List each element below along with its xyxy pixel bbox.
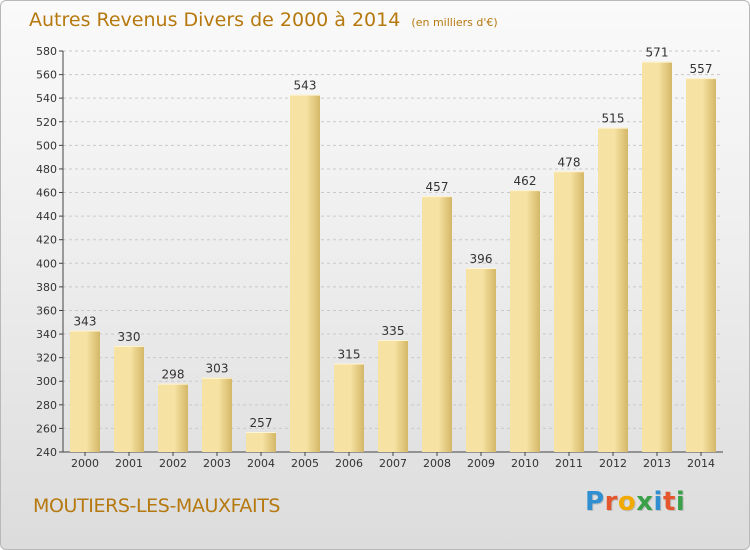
y-tick-label: 520	[36, 116, 57, 129]
data-label: 457	[426, 180, 449, 194]
x-tick-label: 2003	[203, 457, 231, 470]
data-label: 315	[338, 348, 361, 362]
y-tick-label: 540	[36, 92, 57, 105]
y-tick-label: 380	[36, 281, 57, 294]
bar	[510, 190, 540, 452]
bar	[158, 383, 188, 452]
y-tick-label: 360	[36, 304, 57, 317]
data-label: 343	[74, 315, 97, 329]
bar	[466, 268, 496, 452]
x-tick-label: 2009	[467, 457, 495, 470]
data-label: 303	[206, 362, 229, 376]
chart-title: Autres Revenus Divers de 2000 à 2014	[29, 9, 401, 31]
bar	[378, 339, 408, 452]
data-label: 335	[382, 324, 405, 338]
y-tick-label: 580	[36, 45, 57, 58]
x-tick-label: 2000	[71, 457, 99, 470]
x-tick-label: 2005	[291, 457, 319, 470]
y-tick-label: 420	[36, 234, 57, 247]
y-tick-label: 300	[36, 375, 57, 388]
data-label: 330	[118, 330, 141, 344]
x-tick-label: 2010	[511, 457, 539, 470]
y-tick-label: 500	[36, 139, 57, 152]
logo-letter: r	[604, 487, 618, 517]
bar	[686, 78, 716, 453]
x-tick-label: 2001	[115, 457, 143, 470]
proxiti-logo: Proxiti	[585, 487, 685, 517]
y-tick-label: 280	[36, 399, 57, 412]
bar	[202, 377, 232, 452]
x-tick-label: 2002	[159, 457, 187, 470]
x-tick-label: 2012	[599, 457, 627, 470]
bar	[642, 61, 672, 452]
data-label: 543	[294, 79, 317, 93]
y-tick-label: 240	[36, 446, 57, 459]
x-tick-label: 2008	[423, 457, 451, 470]
x-tick-label: 2006	[335, 457, 363, 470]
chart-title-block: Autres Revenus Divers de 2000 à 2014 (en…	[29, 9, 498, 31]
data-label: 515	[602, 112, 625, 126]
data-label: 557	[690, 62, 713, 76]
y-tick-label: 440	[36, 210, 57, 223]
bar	[554, 171, 584, 453]
bar	[290, 94, 320, 452]
logo-letter: o	[617, 487, 637, 517]
bar	[598, 127, 628, 452]
bar	[334, 363, 364, 452]
x-tick-label: 2014	[687, 457, 715, 470]
bar	[70, 330, 100, 452]
logo-letter: i	[675, 487, 686, 517]
y-tick-label: 560	[36, 69, 57, 82]
logo-letter: t	[662, 487, 676, 517]
data-label: 571	[646, 46, 669, 60]
x-tick-label: 2011	[555, 457, 583, 470]
data-label: 298	[162, 368, 185, 382]
logo-letter: P	[585, 487, 605, 517]
chart-subtitle: (en milliers d'€)	[411, 16, 498, 29]
logo-letter: x	[636, 487, 654, 517]
y-tick-label: 400	[36, 257, 57, 270]
logo-letter: i	[653, 487, 663, 517]
x-tick-label: 2013	[643, 457, 671, 470]
data-label: 396	[470, 252, 493, 266]
x-tick-label: 2007	[379, 457, 407, 470]
data-label: 462	[514, 174, 537, 188]
bar	[422, 196, 452, 452]
y-tick-label: 460	[36, 187, 57, 200]
bar	[246, 431, 276, 452]
y-tick-label: 320	[36, 352, 57, 365]
bar	[114, 345, 144, 452]
x-tick-label: 2004	[247, 457, 275, 470]
data-label: 257	[250, 416, 273, 430]
y-tick-label: 340	[36, 328, 57, 341]
commune-name: MOUTIERS-LES-MAUXFAITS	[33, 495, 281, 517]
y-tick-label: 260	[36, 422, 57, 435]
data-label: 478	[558, 155, 581, 169]
y-tick-label: 480	[36, 163, 57, 176]
